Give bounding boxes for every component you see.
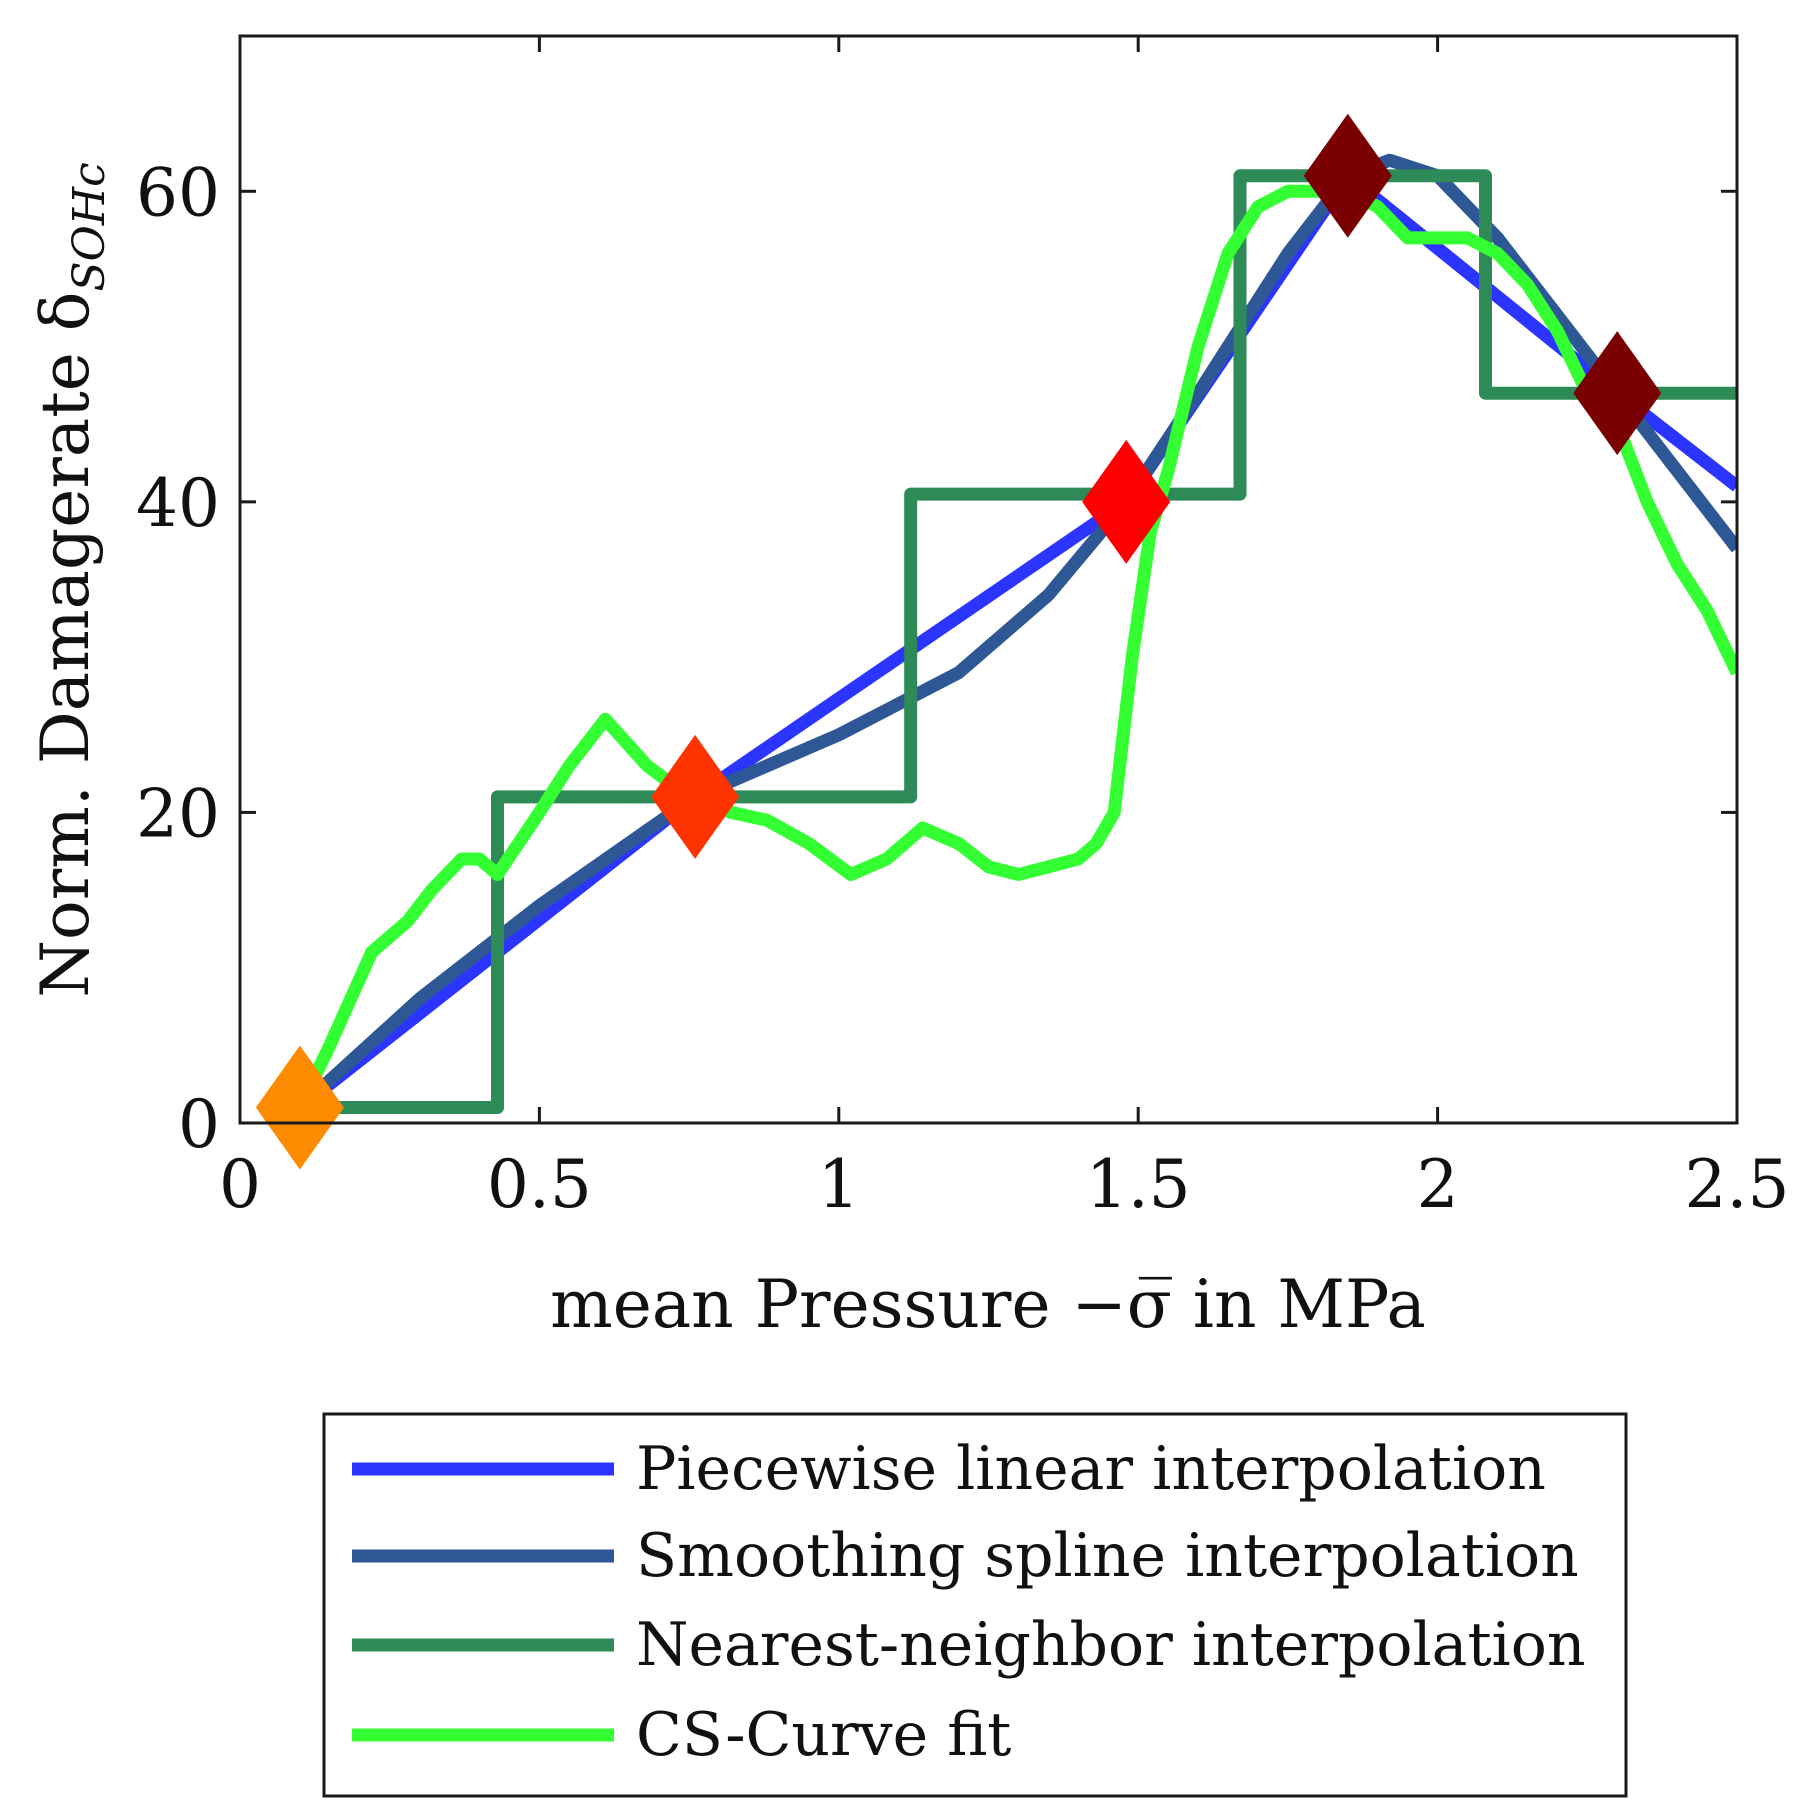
x-tick-label: 2.5 [1685, 1146, 1790, 1223]
plot-frame [238, 34, 1739, 1125]
data-marker-1 [255, 1045, 344, 1170]
legend: Piecewise linear interpolation Smoothing … [322, 1412, 1628, 1798]
x-tick-label: 2 [1417, 1146, 1459, 1223]
tick-group: 0 0.5 1 1.5 2 2.5 0 20 40 60 [136, 36, 1789, 1223]
y-axis-label-main: Norm. Damagerate δ [27, 291, 104, 997]
y-axis-label-subscript: SOHc [64, 162, 115, 291]
series-line-nearest-neighbor-interpolation [299, 169, 1737, 1114]
legend-label-smoothing-spline-interpolation: Smoothing spline interpolation [636, 1521, 1579, 1591]
data-marker-4 [1303, 113, 1392, 238]
x-tick-label: 0.5 [487, 1146, 592, 1223]
x-tick-label: 1.5 [1086, 1146, 1191, 1223]
y-tick-label: 0 [178, 1086, 220, 1163]
legend-label-nearest-neighbor-interpolation: Nearest-neighbor interpolation [636, 1610, 1586, 1680]
legend-label-piecewise-linear-interpolation: Piecewise linear interpolation [636, 1434, 1546, 1504]
series-line-cs-curve-fit [294, 184, 1737, 1111]
legend-box [322, 1412, 1628, 1798]
data-marker-2 [651, 734, 740, 859]
y-tick-label: 60 [136, 154, 220, 231]
legend-label-cs-curve-fit: CS-Curve fit [636, 1700, 1011, 1770]
y-tick-label: 40 [136, 465, 220, 542]
y-tick-label: 20 [136, 775, 220, 852]
x-tick-label: 1 [818, 1146, 860, 1223]
data-marker-5 [1573, 331, 1662, 456]
data-marker-3 [1082, 439, 1171, 564]
y-axis-label: Norm. Damagerate δSOHc [27, 162, 115, 998]
marker-group [255, 113, 1662, 1170]
x-tick-label: 0 [219, 1146, 261, 1223]
x-axis-label: mean Pressure −σ̅ in MPa [550, 1266, 1426, 1343]
